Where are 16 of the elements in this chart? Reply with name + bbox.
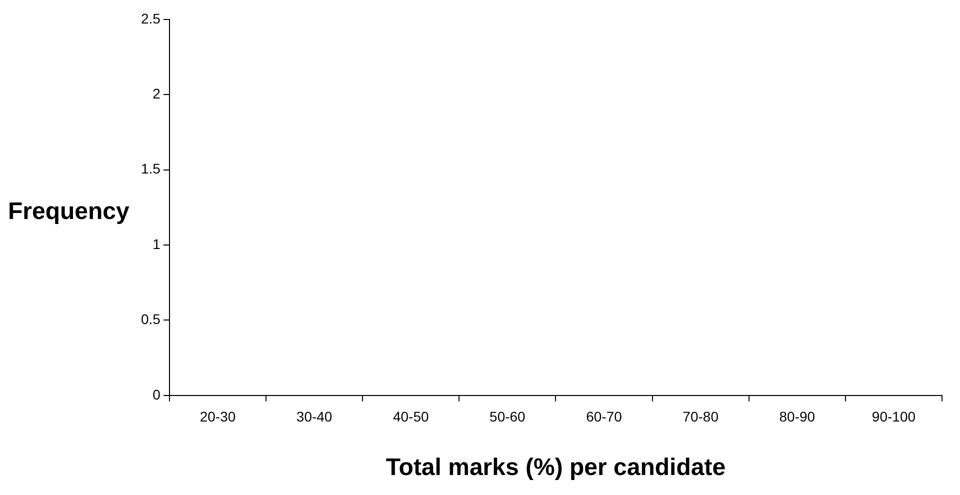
x-tick-label: 80-90 bbox=[779, 408, 816, 425]
y-tick-label: 1 bbox=[152, 236, 161, 252]
x-tick-label: 40-50 bbox=[392, 408, 429, 425]
y-tick-label: 0.5 bbox=[140, 311, 161, 328]
x-axis-title: Total marks (%) per candidate bbox=[386, 454, 726, 482]
y-tick-label: 2.5 bbox=[140, 10, 161, 26]
y-tick-label: 1.5 bbox=[140, 160, 161, 177]
y-tick-label: 2 bbox=[152, 85, 161, 102]
x-tick-label: 30-40 bbox=[296, 408, 332, 425]
y-axis-title: Frequency bbox=[8, 198, 130, 226]
x-tick-label: 50-60 bbox=[490, 408, 526, 425]
x-tick-label: 90-100 bbox=[872, 408, 916, 425]
x-tick-label: 20-30 bbox=[200, 408, 236, 425]
y-tick-label: 0 bbox=[152, 386, 161, 402]
x-tick-label: 70-80 bbox=[682, 408, 719, 425]
x-tick-label: 60-70 bbox=[586, 408, 622, 425]
